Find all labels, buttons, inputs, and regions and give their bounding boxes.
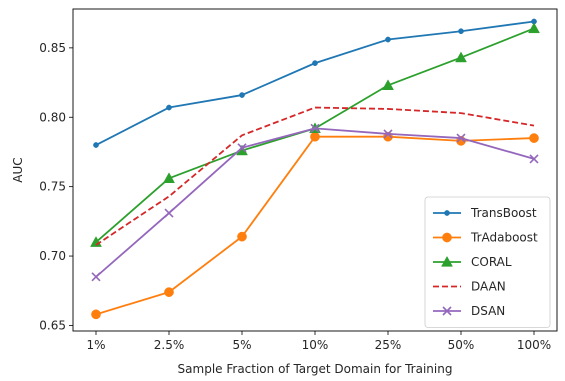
y-axis-ticks: 0.65 0.70 0.75 0.80 0.85 [39, 41, 73, 332]
legend-item-daan: DAAN [433, 280, 506, 294]
legend: TransBoost TrAdaboost CORAL DAAN DSAN [424, 196, 551, 328]
data-point-coral [528, 22, 540, 34]
data-point-transboost [385, 36, 391, 43]
data-point-transboost [93, 142, 99, 148]
legend-item-transboost: TransBoost [433, 206, 537, 220]
data-point-dsan [91, 272, 101, 282]
legend-item-dsan: DSAN [433, 304, 505, 318]
legend-marker [442, 232, 452, 243]
data-point-coral [382, 79, 394, 90]
x-axis-ticks: 1% 2.5% 5% 10% 25% 50% 100% [86, 331, 551, 352]
y-tick-label: 0.70 [39, 249, 66, 263]
series-transboost [93, 18, 537, 148]
series-daan [95, 106, 535, 246]
legend-label: DSAN [471, 304, 505, 318]
y-tick-label: 0.65 [39, 318, 66, 332]
data-point-transboost [166, 104, 172, 111]
legend-item-tradaboost: TrAdaboost [433, 231, 538, 245]
data-point-transboost [312, 60, 318, 66]
data-point-tradaboost [237, 231, 247, 242]
data-point-tradaboost [529, 133, 539, 143]
data-point-dsan [164, 208, 174, 218]
legend-marker [442, 306, 452, 316]
data-point-transboost [239, 92, 245, 98]
x-tick-label: 1% [86, 338, 105, 352]
x-tick-label: 2.5% [154, 338, 185, 352]
plot-area [90, 18, 540, 320]
series-line-daan [95, 106, 535, 246]
y-axis-label: AUC [11, 157, 25, 182]
data-point-tradaboost [164, 287, 174, 297]
data-point-dsan [237, 143, 247, 153]
x-tick-label: 100% [517, 338, 551, 352]
data-point-transboost [458, 28, 464, 35]
x-tick-label: 25% [375, 338, 402, 352]
data-point-dsan [456, 133, 466, 143]
legend-label: TransBoost [470, 206, 537, 220]
y-tick-label: 0.80 [39, 110, 66, 124]
legend-label: DAAN [471, 280, 506, 294]
data-point-coral [163, 172, 175, 183]
legend-label: CORAL [471, 255, 512, 269]
legend-box [424, 196, 551, 328]
legend-label: TrAdaboost [470, 231, 538, 245]
y-tick-label: 0.75 [39, 180, 66, 194]
data-point-dsan [529, 154, 539, 164]
x-tick-label: 10% [302, 338, 329, 352]
data-point-tradaboost [310, 131, 320, 142]
x-tick-label: 5% [232, 338, 251, 352]
data-point-dsan [383, 129, 393, 139]
legend-marker [444, 210, 450, 216]
data-point-coral [455, 51, 467, 63]
legend-marker [441, 255, 453, 267]
y-tick-label: 0.85 [39, 41, 66, 55]
legend-item-coral: CORAL [433, 255, 512, 269]
x-axis-label: Sample Fraction of Target Domain for Tra… [178, 362, 453, 376]
data-point-tradaboost [91, 309, 101, 320]
data-point-dsan [310, 123, 320, 133]
x-tick-label: 50% [448, 338, 475, 352]
series-dsan [91, 123, 539, 282]
